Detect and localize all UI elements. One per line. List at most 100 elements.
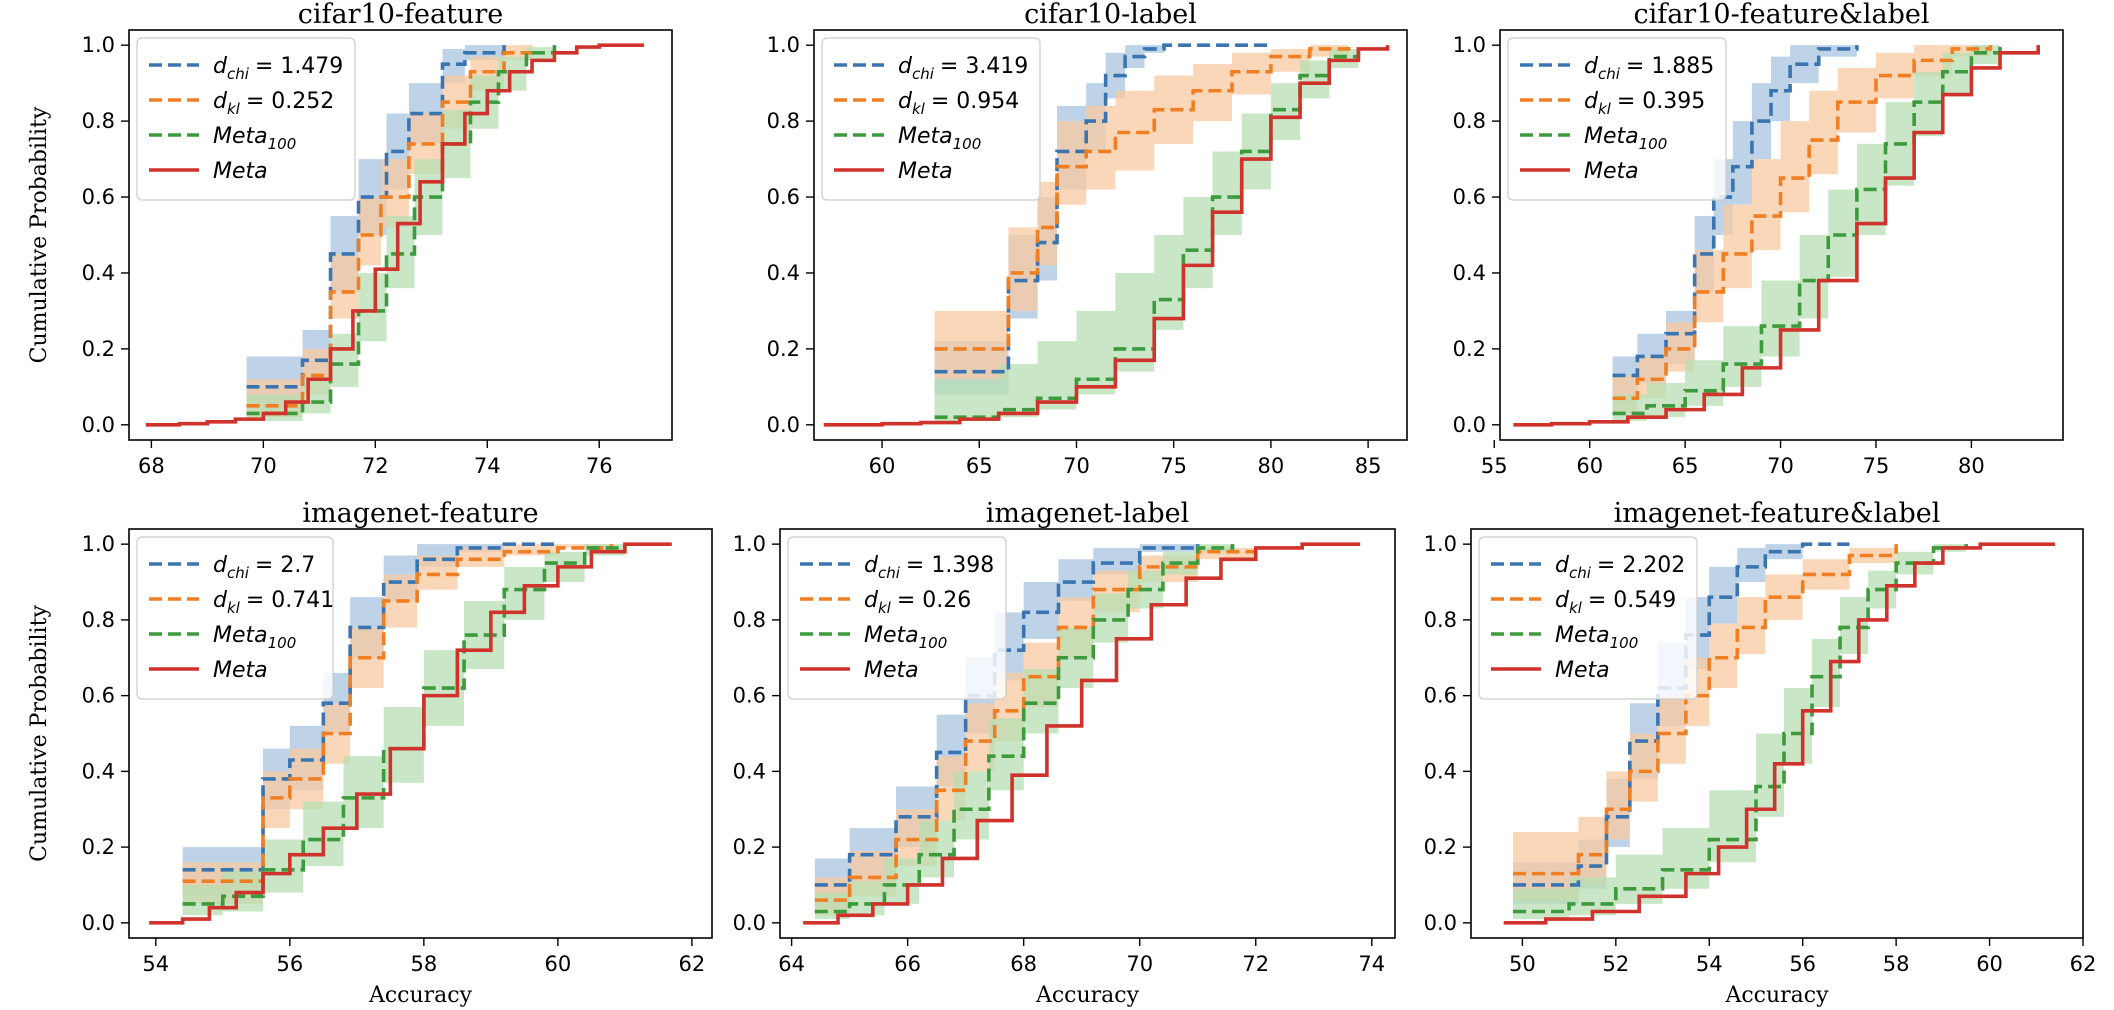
y-tick-label: 0.6 — [82, 684, 115, 708]
x-axis-label: Accuracy — [368, 983, 473, 1008]
axes-frame — [813, 29, 1408, 441]
x-tick-label: 68 — [138, 454, 165, 478]
legend-label-chi: dchi = 3.419 — [898, 54, 1028, 83]
band-meta100 — [814, 544, 1395, 920]
series-line-kl — [814, 544, 1258, 902]
y-tick-label: 0.0 — [82, 911, 115, 935]
legend-label-meta100: Meta100 — [1584, 124, 1667, 153]
y-tick-label: 0.2 — [1424, 835, 1457, 859]
y-tick-label: 0.6 — [82, 185, 115, 209]
chart-title: imagenet-label — [986, 498, 1190, 529]
chart-title: cifar10-feature&label — [1633, 0, 1929, 30]
legend-prefix: d — [864, 588, 879, 613]
band-kl — [1513, 544, 2083, 901]
legend-label-kl: dkl = 0.741 — [213, 588, 334, 617]
legend-subscript: 100 — [919, 634, 948, 652]
plot-area — [145, 43, 672, 427]
y-tick-label: 0.4 — [82, 759, 115, 783]
y-tick-label: 0.0 — [1453, 413, 1486, 437]
y-tick-label: 0.8 — [82, 608, 115, 632]
x-tick-label: 56 — [276, 952, 303, 976]
x-tick-label: 62 — [2070, 952, 2097, 976]
y-tick-label: 1.0 — [767, 33, 800, 57]
legend-label-meta100: Meta100 — [898, 124, 981, 153]
legend-label-chi: dchi = 1.479 — [213, 54, 343, 83]
y-tick-label: 1.0 — [82, 33, 115, 57]
legend-subscript: kl — [1598, 100, 1612, 118]
y-tick-label: 0.0 — [767, 413, 800, 437]
x-axis-label: Accuracy — [1724, 983, 1829, 1008]
legend-subscript: kl — [1569, 599, 1583, 617]
legend-prefix: d — [898, 89, 913, 114]
y-tick-label: 0.2 — [82, 835, 115, 859]
x-tick-label: 65 — [966, 454, 993, 478]
chart-title: imagenet-feature&label — [1614, 498, 1941, 529]
legend-value: = 1.479 — [255, 54, 343, 79]
series-line-meta — [149, 542, 672, 925]
x-tick-label: 75 — [1160, 454, 1187, 478]
legend-prefix: d — [1555, 553, 1570, 578]
chart-panel-1: 0.0 0.2 0.4 0.6 0.8 1.0 60 65 70 75 80 85 cifar10-la… — [767, 0, 1408, 478]
legend-prefix: Meta — [1555, 658, 1610, 683]
series-line-kl — [1513, 544, 1898, 876]
legend-subscript: kl — [878, 599, 892, 617]
y-tick-label: 0.6 — [767, 185, 800, 209]
x-tick-label: 56 — [1789, 952, 1816, 976]
legend-subscript: 100 — [953, 135, 982, 153]
y-tick-label: 0.0 — [733, 911, 766, 935]
series-line-meta100 — [934, 45, 1361, 420]
legend-subscript: chi — [227, 65, 250, 83]
legend-box — [1507, 37, 1727, 201]
y-tick-label: 0.6 — [733, 684, 766, 708]
y-tick-label: 1.0 — [1424, 532, 1457, 556]
x-tick-label: 66 — [894, 952, 921, 976]
legend-value: = 0.741 — [246, 588, 334, 613]
plot-area — [1503, 542, 2083, 925]
legend-subscript: 100 — [1610, 634, 1639, 652]
legend-label-chi: dchi = 2.202 — [1555, 553, 1685, 582]
x-tick-label: 74 — [1358, 952, 1385, 976]
plot-area — [149, 542, 712, 925]
x-tick-label: 62 — [679, 952, 706, 976]
x-tick-label: 55 — [1481, 454, 1508, 478]
y-tick-label: 0.2 — [82, 337, 115, 361]
x-tick-label: 76 — [586, 454, 613, 478]
x-tick-label: 85 — [1355, 454, 1382, 478]
y-tick-label: 0.2 — [767, 337, 800, 361]
series-line-meta — [803, 542, 1361, 925]
band-kl — [934, 45, 1407, 380]
y-tick-label: 0.8 — [767, 109, 800, 133]
band-meta100 — [182, 544, 712, 916]
legend-label-meta100: Meta100 — [864, 623, 947, 652]
x-axis-label: Accuracy — [1035, 983, 1140, 1008]
legend-label-meta: Meta — [213, 658, 268, 683]
legend-label-meta: Meta — [1555, 658, 1610, 683]
band-chi — [246, 45, 672, 410]
plot-area — [1513, 45, 2063, 427]
legend-subscript: kl — [227, 100, 241, 118]
legend-value: = 0.549 — [1588, 588, 1676, 613]
chart-title: cifar10-label — [1024, 0, 1197, 30]
series-line-meta — [823, 45, 1390, 427]
legend-prefix: d — [213, 588, 228, 613]
y-tick-label: 0.0 — [82, 413, 115, 437]
y-tick-label: 1.0 — [1453, 33, 1486, 57]
series-line-meta100 — [814, 544, 1235, 914]
band-meta100 — [1513, 544, 2083, 920]
legend-prefix: d — [213, 553, 228, 578]
legend-label-kl: dkl = 0.549 — [1555, 588, 1676, 617]
y-tick-label: 0.4 — [1453, 261, 1486, 285]
legend-label-meta100: Meta100 — [213, 623, 296, 652]
y-tick-label: 0.2 — [1453, 337, 1486, 361]
band-meta100 — [1612, 45, 2063, 422]
legend-prefix: Meta — [1584, 124, 1639, 149]
x-tick-label: 68 — [1010, 952, 1037, 976]
band-kl — [182, 544, 712, 904]
legend-label-meta100: Meta100 — [1555, 623, 1638, 652]
x-tick-label: 64 — [778, 952, 805, 976]
legend-box — [136, 536, 334, 700]
legend-prefix: Meta — [1584, 159, 1639, 184]
